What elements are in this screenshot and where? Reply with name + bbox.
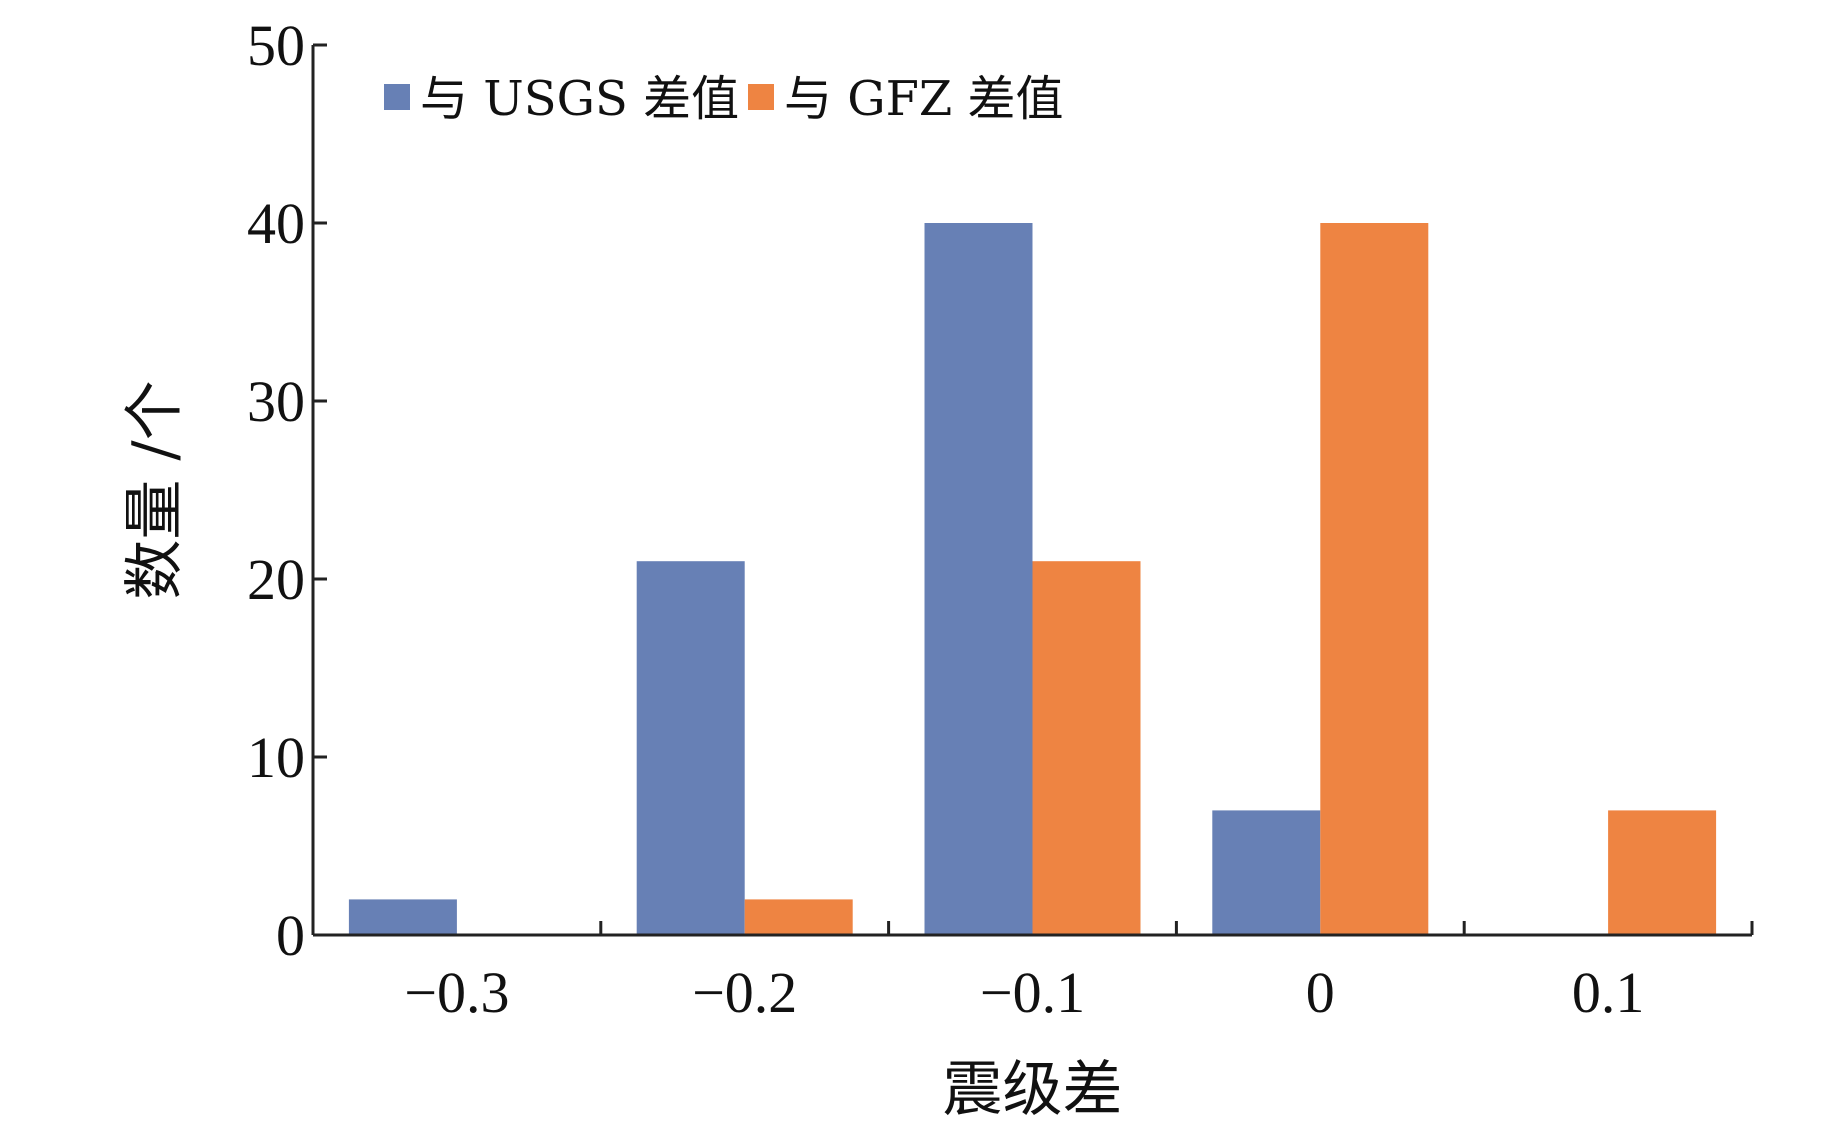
x-tick-label: 0 xyxy=(1306,960,1335,1025)
legend-swatch-usgs xyxy=(384,84,410,110)
x-tick-label: 0.1 xyxy=(1572,960,1645,1025)
x-tick-label: −0.3 xyxy=(404,960,509,1025)
bars-group xyxy=(348,223,1717,935)
y-tick-label: 10 xyxy=(247,725,305,790)
ticks-group: 0 10 20 30 40 50 −0.3 −0.2 −0.1 0 0.1 xyxy=(247,13,1754,1025)
y-axis-title: 数量 /个 xyxy=(120,380,190,599)
y-tick-label: 20 xyxy=(247,547,305,612)
bar-gfz-2 xyxy=(1032,561,1141,935)
y-tick-label: 30 xyxy=(247,369,305,434)
bar-gfz-4 xyxy=(1608,810,1717,935)
legend: 与 USGS 差值与 GFZ 差值 xyxy=(384,71,1064,127)
y-tick-label: 0 xyxy=(276,903,305,968)
axes-group xyxy=(311,45,1752,937)
bar-gfz-1 xyxy=(744,899,853,935)
bar-usgs-0 xyxy=(348,899,457,935)
bar-gfz-3 xyxy=(1320,223,1429,935)
x-axis-title: 震级差 xyxy=(943,1055,1123,1125)
legend-label-gfz: 与 GFZ 差值 xyxy=(784,71,1064,127)
x-tick-label: −0.1 xyxy=(980,960,1085,1025)
bar-usgs-2 xyxy=(924,223,1033,935)
legend-label-usgs: 与 USGS 差值 xyxy=(420,71,739,127)
bar-usgs-1 xyxy=(636,561,745,935)
y-tick-label: 50 xyxy=(247,13,305,78)
x-tick-label: −0.2 xyxy=(692,960,797,1025)
legend-swatch-gfz xyxy=(748,84,774,110)
y-tick-label: 40 xyxy=(247,191,305,256)
bar-usgs-3 xyxy=(1212,810,1321,935)
